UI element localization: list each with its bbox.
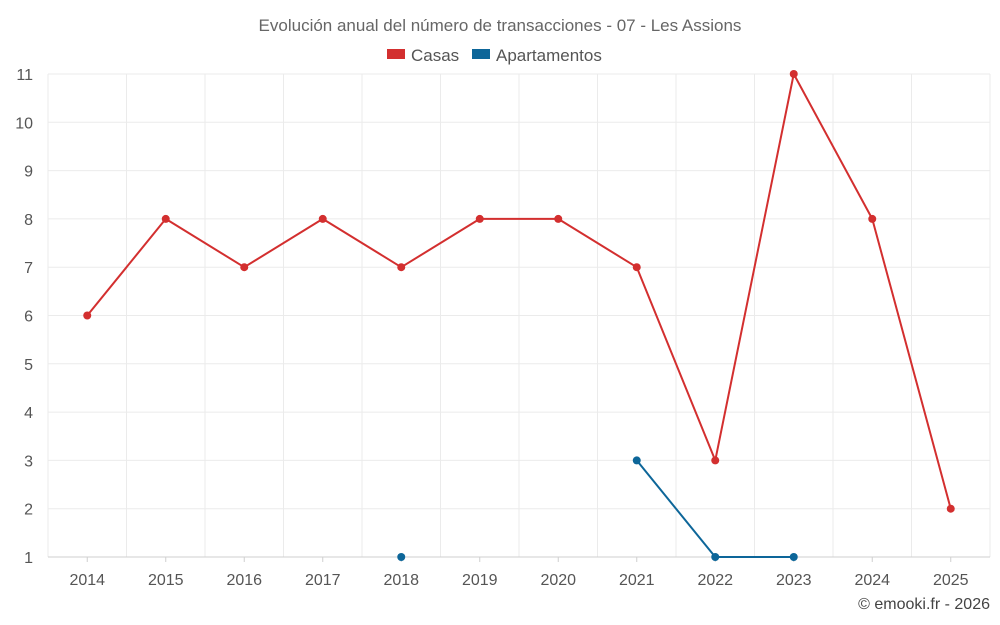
data-point-apartamentos[interactable] — [632, 456, 641, 465]
y-tick-label: 11 — [16, 67, 33, 84]
data-point-casas[interactable] — [240, 263, 249, 272]
series-apartamentos — [397, 456, 798, 561]
x-tick-label: 2014 — [69, 572, 105, 589]
y-tick-label: 9 — [24, 164, 33, 181]
x-tick-label: 2018 — [383, 572, 419, 589]
x-tick-label: 2021 — [619, 572, 655, 589]
legend-swatch-casas — [387, 49, 405, 59]
data-point-casas[interactable] — [397, 263, 406, 272]
x-tick-label: 2019 — [462, 572, 498, 589]
data-point-apartamentos[interactable] — [397, 553, 406, 561]
data-point-casas[interactable] — [161, 214, 170, 223]
legend: Casas Apartamentos — [387, 46, 602, 65]
y-tick-label: 1 — [24, 550, 33, 567]
x-tick-label: 2023 — [776, 572, 812, 589]
chart-title: Evolución anual del número de transaccio… — [259, 16, 742, 35]
y-tick-label: 5 — [24, 357, 33, 374]
x-tick-label: 2024 — [854, 572, 890, 589]
gridlines — [47, 73, 991, 558]
y-axis-ticks: 1 2 3 4 5 6 7 8 9 10 11 — [15, 67, 33, 567]
y-tick-label: 4 — [24, 405, 33, 422]
x-tick-label: 2020 — [540, 572, 576, 589]
x-tick-label: 2015 — [148, 572, 184, 589]
y-tick-label: 3 — [24, 453, 33, 470]
y-tick-label: 10 — [15, 115, 33, 132]
copyright-text: © emooki.fr - 2026 — [858, 596, 990, 613]
data-point-casas[interactable] — [946, 504, 955, 513]
legend-swatch-apartamentos — [472, 49, 490, 59]
data-point-casas[interactable] — [83, 311, 92, 320]
series-casas — [83, 70, 955, 513]
data-point-casas[interactable] — [711, 456, 720, 465]
y-tick-label: 2 — [24, 502, 33, 519]
series-line-casas — [86, 73, 952, 509]
x-tick-label: 2025 — [933, 572, 969, 589]
data-point-casas[interactable] — [475, 214, 484, 223]
data-point-apartamentos[interactable] — [711, 553, 720, 561]
x-tick-label: 2022 — [697, 572, 733, 589]
legend-label-apartamentos[interactable]: Apartamentos — [496, 46, 602, 65]
x-tick-label: 2016 — [226, 572, 262, 589]
data-point-casas[interactable] — [632, 263, 641, 272]
data-point-casas[interactable] — [554, 214, 563, 223]
series-layer — [83, 70, 955, 561]
y-tick-label: 8 — [24, 212, 33, 229]
x-axis-ticks: 2014 2015 2016 2017 2018 2019 2020 2021 2022 2023… — [69, 557, 969, 589]
y-tick-label: 6 — [24, 309, 33, 326]
data-point-casas[interactable] — [789, 70, 798, 78]
legend-label-casas[interactable]: Casas — [411, 46, 459, 65]
data-point-casas[interactable] — [318, 214, 327, 223]
data-point-apartamentos[interactable] — [789, 553, 798, 561]
data-point-casas[interactable] — [868, 214, 877, 223]
y-tick-label: 7 — [24, 260, 33, 277]
x-tick-label: 2017 — [305, 572, 341, 589]
